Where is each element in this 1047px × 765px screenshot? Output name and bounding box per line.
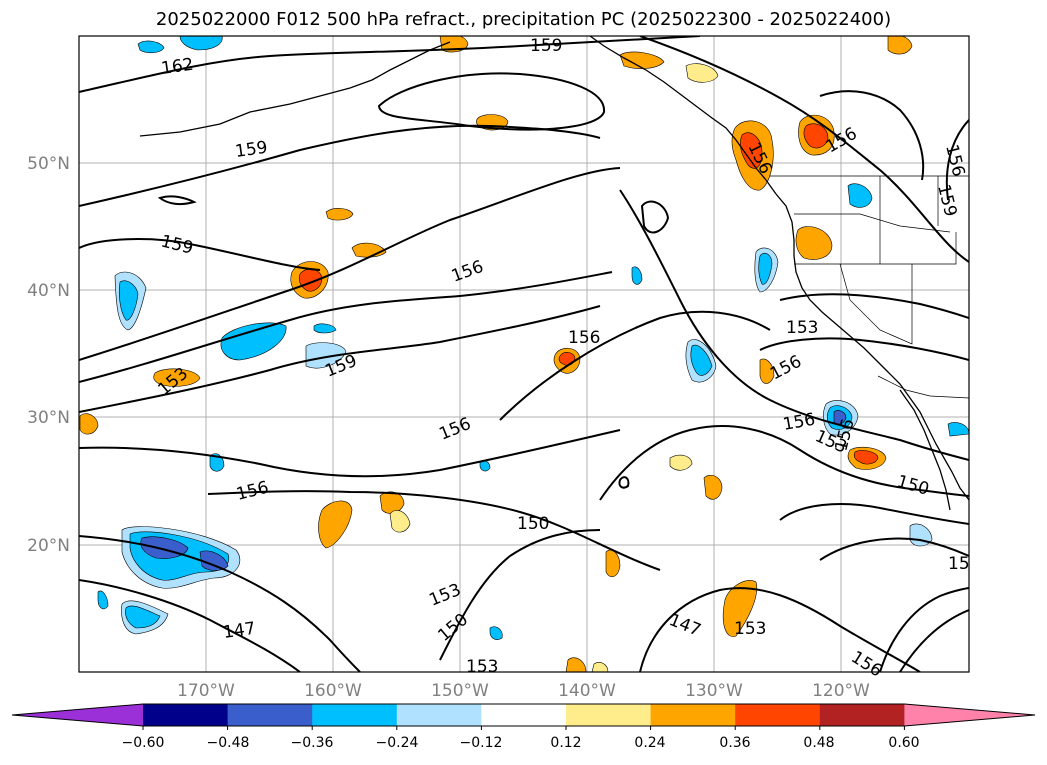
plot-frame <box>78 35 970 673</box>
contour-label: 153 <box>734 619 766 639</box>
precip-positive-area <box>740 132 763 169</box>
lat-label-40n: 40°N <box>27 281 70 301</box>
colorbar-bin <box>143 704 229 726</box>
precip-positive-area <box>325 208 354 221</box>
colorbar-bin <box>227 704 313 726</box>
precip-positive-area <box>759 358 775 384</box>
contour-label: 162 <box>160 55 195 79</box>
contour-label: 153 <box>466 657 498 677</box>
precip-negative-area <box>179 36 223 51</box>
precip-positive-area <box>389 510 411 533</box>
precip-positive-area <box>669 454 693 471</box>
lon-label-170w: 170°W <box>177 681 235 701</box>
colorbar-tick-label: −0.48 <box>207 735 250 751</box>
colorbar-tick-label: 0.48 <box>803 735 834 751</box>
precip-negative-area <box>199 550 229 571</box>
colorbar-tick-label: 0.60 <box>888 735 919 751</box>
precip-positive-area <box>79 413 99 435</box>
precip-positive-area <box>803 123 829 149</box>
lon-label-160w: 160°W <box>304 681 362 701</box>
colorbar <box>11 703 1036 730</box>
colorbar-tick-label: −0.24 <box>376 735 419 751</box>
precip-negative-area <box>125 605 161 629</box>
precip-positive-area <box>619 51 665 69</box>
contour-label: 150 <box>517 514 549 534</box>
lat-label-30n: 30°N <box>27 408 70 428</box>
precip-positive-area <box>153 368 201 387</box>
borders <box>770 175 969 399</box>
colorbar-tick-label: −0.60 <box>122 735 165 751</box>
precip-positive-area <box>685 63 719 83</box>
map-title: 2025022000 F012 500 hPa refract., precip… <box>155 9 892 30</box>
lon-label-130w: 130°W <box>685 681 743 701</box>
precip-negative-area <box>489 626 503 640</box>
precip-positive-area <box>887 36 913 55</box>
colorbar-ticks: −0.60 −0.48 −0.36 −0.24 −0.12 0.12 0.24 … <box>122 735 920 751</box>
precip-positive-area <box>379 491 405 514</box>
refractivity-contours <box>79 36 969 672</box>
precip-negative-area <box>947 422 969 437</box>
precip-negative-area <box>220 322 287 361</box>
lon-label-150w: 150°W <box>431 681 489 701</box>
precip-positive-area <box>722 580 758 637</box>
lon-label-120w: 120°W <box>812 681 870 701</box>
precip-negative-area <box>209 453 225 472</box>
contour-label: 15 <box>948 554 970 574</box>
precip-positive-area <box>853 450 879 465</box>
contour-label: 147 <box>222 619 257 643</box>
latitude-labels: 20°N 30°N 40°N 50°N <box>27 154 70 556</box>
precip-positive-area <box>591 662 609 672</box>
precip-positive-area <box>795 226 833 260</box>
precip-positive-area <box>558 352 576 366</box>
precip-negative-area <box>137 40 165 54</box>
precip-positive-area <box>703 475 723 500</box>
precip-negative-area <box>847 183 873 208</box>
colorbar-tick-label: 0.24 <box>634 735 665 751</box>
contour-label: 159 <box>530 36 562 56</box>
colorbar-tick-label: 0.12 <box>550 735 581 751</box>
precip-negative-area <box>631 266 643 285</box>
colorbar-bin <box>735 704 821 726</box>
contour-label: 153 <box>786 318 818 338</box>
precip-negative-area <box>313 323 337 334</box>
colorbar-tick-label: −0.12 <box>460 735 503 751</box>
colorbar-bin <box>396 704 482 726</box>
precip-negative-area <box>690 344 713 376</box>
contour-label: 159 <box>234 138 269 162</box>
lat-label-50n: 50°N <box>27 154 70 174</box>
colorbar-bin <box>312 704 398 726</box>
colorbar-extend-max <box>904 704 1035 726</box>
colorbar-bin <box>481 704 567 726</box>
colorbar-extend-min <box>12 704 143 726</box>
colorbar-bin <box>566 704 652 726</box>
precip-positive-area <box>565 657 587 672</box>
longitude-labels: 170°W 160°W 150°W 140°W 130°W 120°W <box>177 681 870 701</box>
precip-positive-area <box>318 500 353 549</box>
colorbar-tick-label: −0.36 <box>291 735 334 751</box>
colorbar-bin <box>650 704 736 726</box>
contour-label: 156 <box>568 328 600 348</box>
precip-negative-area <box>758 252 773 285</box>
precip-negative-area <box>305 342 347 369</box>
colorbar-bin <box>819 704 905 726</box>
lon-label-140w: 140°W <box>558 681 616 701</box>
precip-negative-area <box>97 590 109 610</box>
colorbar-tick-label: 0.36 <box>719 735 750 751</box>
precip-negative-area <box>118 280 139 321</box>
lat-label-20n: 20°N <box>27 536 70 556</box>
